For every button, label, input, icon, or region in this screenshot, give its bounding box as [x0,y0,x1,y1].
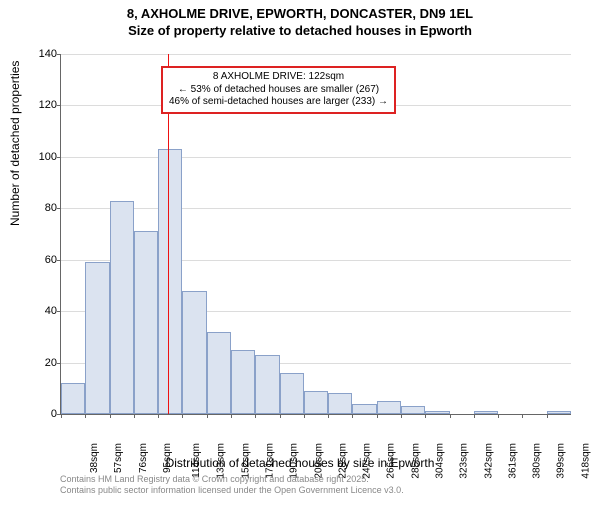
ytick-mark [57,54,61,55]
xtick-mark [110,414,111,418]
ytick-label: 20 [29,357,57,369]
bar [134,231,158,414]
bar [401,406,425,414]
bar [182,291,206,414]
xtick-mark [207,414,208,418]
ytick-label: 120 [29,99,57,111]
bar [425,411,449,414]
xtick-mark [255,414,256,418]
bar [377,401,401,414]
xtick-mark [425,414,426,418]
xtick-mark [474,414,475,418]
bar [547,411,571,414]
xtick-mark [231,414,232,418]
annotation-line: 8 AXHOLME DRIVE: 122sqm [169,71,388,84]
xtick-mark [280,414,281,418]
xtick-mark [352,414,353,418]
xtick-mark [377,414,378,418]
bar [207,332,231,414]
chart-title-sub: Size of property relative to detached ho… [0,23,600,38]
grid-line [61,54,571,55]
bar [231,350,255,414]
xtick-mark [182,414,183,418]
chart-footer: Contains HM Land Registry data © Crown c… [60,474,404,496]
xtick-mark [61,414,62,418]
xtick-mark [134,414,135,418]
xtick-mark [547,414,548,418]
ytick-mark [57,157,61,158]
xtick-mark [401,414,402,418]
bar [474,411,498,414]
annotation-line: 46% of semi-detached houses are larger (… [169,96,388,109]
xtick-mark [450,414,451,418]
ytick-mark [57,260,61,261]
x-axis-label: Distribution of detached houses by size … [0,456,600,470]
ytick-mark [57,363,61,364]
bar [328,393,352,414]
ytick-mark [57,311,61,312]
ytick-label: 40 [29,305,57,317]
bar [85,262,109,414]
ytick-label: 60 [29,254,57,266]
xtick-mark [498,414,499,418]
bar [110,201,134,414]
ytick-label: 140 [29,48,57,60]
xtick-mark [85,414,86,418]
ytick-label: 80 [29,202,57,214]
grid-line [61,157,571,158]
grid-line [61,208,571,209]
bar [61,383,85,414]
annotation-box: 8 AXHOLME DRIVE: 122sqm← 53% of detached… [161,66,396,114]
bar [352,404,376,414]
bar [280,373,304,414]
footer-line-1: Contains HM Land Registry data © Crown c… [60,474,404,485]
footer-line-2: Contains public sector information licen… [60,485,404,496]
chart-title-main: 8, AXHOLME DRIVE, EPWORTH, DONCASTER, DN… [0,6,600,21]
ytick-mark [57,208,61,209]
chart-plot-area: 02040608010012014038sqm57sqm76sqm95sqm11… [60,54,571,415]
ytick-mark [57,105,61,106]
bar [158,149,182,414]
xtick-mark [328,414,329,418]
bar [304,391,328,414]
xtick-mark [158,414,159,418]
bar [255,355,279,414]
xtick-mark [522,414,523,418]
xtick-mark [304,414,305,418]
annotation-line: ← 53% of detached houses are smaller (26… [169,84,388,97]
ytick-label: 0 [29,408,57,420]
ytick-label: 100 [29,151,57,163]
y-axis-label: Number of detached properties [8,61,22,226]
